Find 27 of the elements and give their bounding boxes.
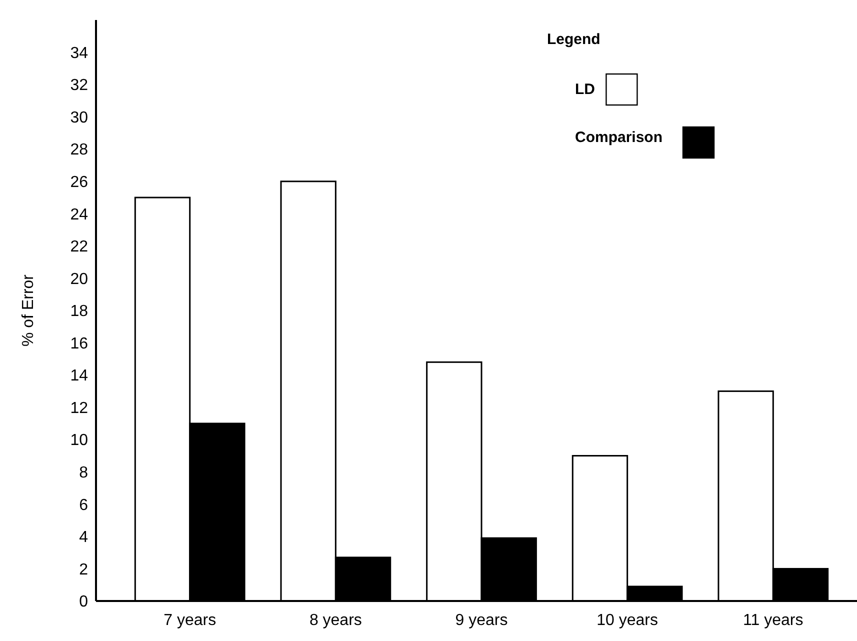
x-tick-label: 11 years — [743, 612, 804, 629]
y-tick-label: 22 — [70, 238, 88, 256]
y-tick-label: 14 — [70, 368, 88, 385]
y-tick-label: 12 — [70, 400, 88, 417]
y-tick-label: 34 — [70, 44, 88, 62]
x-tick-label: 7 years — [164, 612, 216, 629]
y-tick-label: 28 — [70, 142, 88, 159]
y-tick-label: 10 — [70, 432, 88, 450]
y-tick-label: 4 — [79, 529, 88, 546]
x-tick-label: 10 years — [596, 612, 658, 629]
y-tick-label: 8 — [79, 464, 88, 482]
y-tick-label: 32 — [70, 77, 88, 94]
x-tick-label: 9 years — [455, 612, 508, 629]
y-tick-label: 6 — [79, 496, 88, 514]
x-tick-label: 8 years — [309, 612, 362, 629]
y-tick-label: 18 — [70, 303, 88, 320]
y-tick-label: 0 — [79, 594, 88, 611]
y-tick-label: 30 — [70, 109, 88, 126]
y-tick-label: 2 — [79, 561, 88, 578]
legend-title: Legend — [547, 31, 600, 48]
legend-label: Comparison — [575, 129, 663, 146]
y-tick-label: 26 — [70, 174, 88, 191]
y-tick-label: 20 — [70, 270, 88, 288]
y-tick-label: 24 — [70, 206, 88, 224]
y-axis-title: % of Error — [20, 274, 37, 347]
legend-label: LD — [575, 81, 596, 98]
y-tick-label: 16 — [70, 335, 88, 352]
